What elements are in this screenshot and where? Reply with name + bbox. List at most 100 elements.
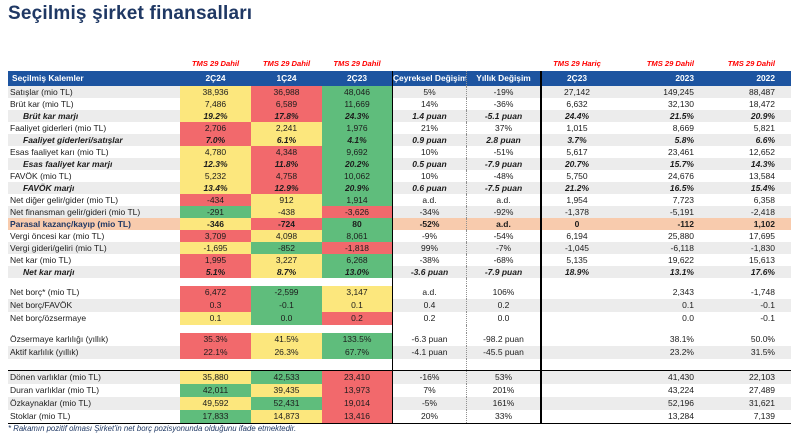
table-row: FAVÖK (mio TL) 5,232 4,758 10,062 10% -48% 5,7… [8,170,791,182]
value-2022: 7,139 [712,410,791,423]
value-qoq-change: -38% [393,254,467,266]
column-header: Seçilmiş Kalemler [8,71,180,86]
row-label: Duran varlıklar (mio TL) [8,384,180,397]
spacer-cell [180,359,251,370]
value-2c23: 23,410 [322,371,393,384]
table-row: FAVÖK marjı 13.4% 12.9% 20.9% 0.6 puan -7.5 p… [8,182,791,194]
value-1c24: 12.9% [251,182,322,194]
value-2c23-haric [540,286,612,299]
row-label: Özsermaye karlılığı (yıllık) [8,333,180,346]
value-2c23: 19,014 [322,397,393,410]
value-2c23: 13,416 [322,410,393,423]
value-2022: 88,487 [712,86,791,98]
table-row: Vergi gideri/geliri (mio TL) -1,695 -852 -1… [8,242,791,254]
value-1c24: 2,241 [251,122,322,134]
table-row: Net borç* (mio TL) 6,472 -2,599 3,147 a.d. 10… [8,286,791,299]
table-row: Satışlar (mio TL) 38,936 36,988 48,046 5% -19… [8,86,791,98]
spacer-row [8,278,791,286]
value-2c24: 42,011 [180,384,251,397]
financials-table: TMS 29 Dahil TMS 29 Dahil TMS 29 Dahil TMS … [8,56,791,424]
table-row: Özkaynaklar (mio TL) 49,592 52,431 19,014 -5… [8,397,791,410]
value-2c23-haric: 18.9% [540,266,612,278]
row-label: Esas faaliyet karı (mio TL) [8,146,180,158]
value-2023: 5.8% [612,134,712,146]
value-2c23: 80 [322,218,393,230]
value-2023: 43,224 [612,384,712,397]
column-header: 2Ç23 [540,71,612,86]
tms-label: TMS 29 Dahil [262,59,311,68]
value-2c23-haric [540,397,612,410]
value-2c24: 0.1 [180,312,251,325]
table-row: Net finansman gelir/gideri (mio TL) -291-… [8,206,791,218]
value-qoq-change: a.d. [393,194,467,206]
column-header: 2023 [612,71,712,86]
value-2c23-haric [540,384,612,397]
row-label: Parasal kazanç/kayıp (mio TL) [8,218,180,230]
value-1c24: -0.1 [251,299,322,312]
table-row: Dönen varlıklar (mio TL) 35,880 42,533 23,4… [8,370,791,384]
value-2c24: 4,780 [180,146,251,158]
value-2023: 19,622 [612,254,712,266]
value-yoy-change: -36% [467,98,540,110]
value-2023: 38.1% [612,333,712,346]
row-label: Faaliyet giderleri/satışlar [8,134,180,146]
tms-label: TMS 29 Hariç [553,59,601,68]
tms-label [8,56,180,71]
value-yoy-change: -54% [467,230,540,242]
value-2c24: 3,709 [180,230,251,242]
spacer-cell [467,359,540,370]
value-yoy-change: 0.0 [467,312,540,325]
value-yoy-change: -7.9 puan [467,158,540,170]
value-2c23: 0.2 [322,312,393,325]
value-1c24: 6.1% [251,134,322,146]
value-2023: 13.1% [612,266,712,278]
value-qoq-change: 10% [393,146,467,158]
column-header: Çeyreksel Değişim [393,71,467,86]
value-1c24: 6,589 [251,98,322,110]
value-2c24: 6,472 [180,286,251,299]
table-row: Parasal kazanç/kayıp (mio TL) -346 -724 80-… [8,218,791,230]
value-yoy-change: -48% [467,170,540,182]
value-2c23: 9,692 [322,146,393,158]
spacer-row [8,359,791,370]
column-header: 2Ç24 [180,71,251,86]
table-row: Net kar (mio TL) 1,995 3,227 6,268 -38% -68% 5… [8,254,791,266]
value-qoq-change: 0.9 puan [393,134,467,146]
spacer-cell [251,325,322,333]
column-header: 1Ç24 [251,71,322,86]
value-1c24: 42,533 [251,371,322,384]
value-qoq-change: -6.3 puan [393,333,467,346]
spacer-cell [251,278,322,286]
value-2c23-haric [540,299,612,312]
table-row: Net borç/özsermaye 0.1 0.0 0.2 0.2 0.0 0.0 -0.1 [8,312,791,325]
value-2023: -6,118 [612,242,712,254]
spacer-cell [712,278,791,286]
value-2023: 23,461 [612,146,712,158]
column-header: Yıllık Değişim [467,71,540,86]
value-yoy-change: -7% [467,242,540,254]
value-2022: 20.9% [712,110,791,122]
spacer-cell [393,278,467,286]
value-qoq-change: -9% [393,230,467,242]
value-qoq-change: 20% [393,410,467,423]
value-2c23-haric: 6,632 [540,98,612,110]
value-2c23-haric [540,410,612,423]
tms-label [467,56,540,71]
value-2023: 15.7% [612,158,712,170]
tms-label: TMS 29 Dahil [646,59,694,68]
value-2c23: -3,626 [322,206,393,218]
value-2c23: -1,818 [322,242,393,254]
value-2c24: 35.3% [180,333,251,346]
value-2c24: 49,592 [180,397,251,410]
value-qoq-change: 10% [393,170,467,182]
page-title: Seçilmiş şirket finansalları [8,3,253,24]
row-label: Net kar (mio TL) [8,254,180,266]
row-label: Faaliyet giderleri (mio TL) [8,122,180,134]
spacer-cell [612,359,712,370]
value-1c24: 4,098 [251,230,322,242]
table-row: Esas faaliyet karı (mio TL) 4,780 4,348 9,6… [8,146,791,158]
value-2c24: 13.4% [180,182,251,194]
value-qoq-change: 99% [393,242,467,254]
row-label: Net kar marjı [8,266,180,278]
tms-label [393,56,467,71]
